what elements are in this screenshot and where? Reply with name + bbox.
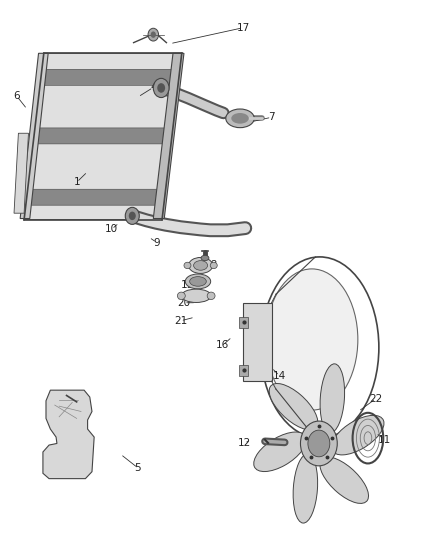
Text: 17: 17 [237, 23, 250, 33]
Polygon shape [153, 53, 184, 219]
Ellipse shape [190, 277, 206, 286]
Text: 4: 4 [150, 83, 157, 92]
Text: 5: 5 [134, 463, 141, 473]
Ellipse shape [181, 289, 211, 303]
Polygon shape [14, 133, 28, 213]
Ellipse shape [320, 364, 345, 433]
Circle shape [125, 207, 139, 224]
Text: 7: 7 [268, 112, 275, 122]
Bar [239, 317, 248, 328]
Ellipse shape [177, 292, 185, 300]
Text: 10: 10 [105, 224, 118, 234]
Ellipse shape [207, 292, 215, 300]
Ellipse shape [332, 415, 384, 455]
Ellipse shape [201, 255, 209, 261]
Text: 12: 12 [238, 439, 251, 448]
Ellipse shape [189, 257, 213, 273]
Polygon shape [20, 53, 48, 219]
Text: 18: 18 [205, 261, 218, 270]
Circle shape [308, 430, 330, 457]
Circle shape [151, 31, 156, 38]
Text: 11: 11 [378, 435, 391, 445]
Circle shape [153, 78, 169, 98]
Polygon shape [40, 69, 180, 85]
Text: 19: 19 [181, 280, 194, 290]
Ellipse shape [293, 454, 318, 523]
Text: 1: 1 [73, 177, 80, 187]
Polygon shape [243, 303, 272, 381]
Circle shape [157, 83, 165, 93]
Circle shape [300, 421, 337, 466]
Ellipse shape [266, 269, 358, 410]
Text: 21: 21 [174, 316, 187, 326]
Polygon shape [24, 53, 182, 220]
Circle shape [129, 212, 136, 220]
Text: 20: 20 [177, 298, 191, 308]
Ellipse shape [231, 113, 249, 124]
Ellipse shape [269, 383, 318, 430]
Bar [239, 365, 248, 376]
Ellipse shape [226, 109, 254, 127]
Ellipse shape [320, 457, 368, 504]
Polygon shape [26, 189, 166, 205]
Text: 22: 22 [369, 394, 382, 403]
Ellipse shape [194, 261, 208, 270]
Text: 2: 2 [13, 204, 20, 214]
Circle shape [148, 28, 159, 41]
Ellipse shape [185, 274, 211, 289]
Text: 16: 16 [216, 341, 229, 350]
Text: 9: 9 [153, 238, 160, 247]
Ellipse shape [184, 262, 191, 269]
Text: 6: 6 [13, 91, 20, 101]
Polygon shape [33, 128, 173, 144]
Ellipse shape [254, 432, 306, 472]
Text: 14: 14 [273, 371, 286, 381]
Polygon shape [43, 390, 94, 479]
Ellipse shape [210, 262, 217, 269]
